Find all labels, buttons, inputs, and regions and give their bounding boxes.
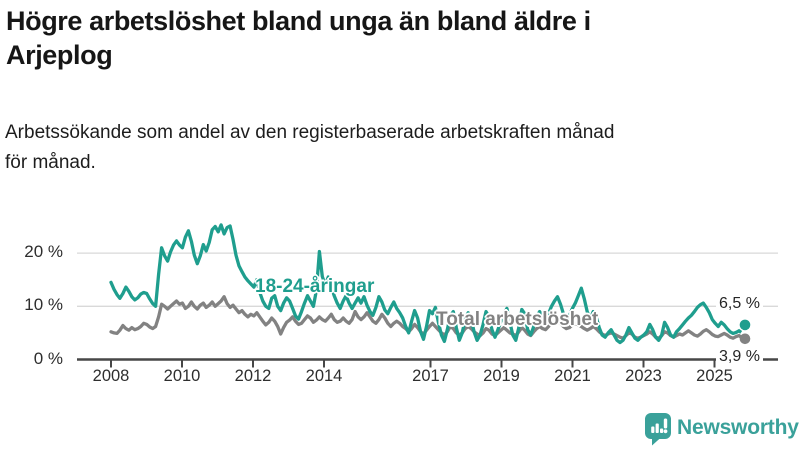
bar-chart-icon: [655, 423, 659, 433]
bar-chart-icon: [660, 428, 664, 433]
series-line: [109, 223, 738, 345]
title-line-1: Högre arbetslöshet bland unga än bland ä…: [6, 6, 591, 36]
exclamation-icon: [663, 418, 668, 429]
bar-chart-icon: [651, 426, 655, 433]
subtitle-line-2: för månad.: [5, 152, 96, 173]
series-label-youth: 18-24-åringar: [255, 276, 375, 297]
exclamation-dot-icon: [663, 429, 668, 434]
subtitle-line-1: Arbetssökande som andel av den registerb…: [5, 122, 615, 143]
series-end-dot: [739, 333, 751, 345]
end-value-label-youth: 6,5 %: [716, 295, 763, 313]
title-line-2: Arjeplog: [6, 40, 113, 70]
end-value-label-total: 3,9 %: [716, 348, 763, 366]
chart-subtitle: Arbetssökande som andel av den registerb…: [5, 118, 793, 178]
series-label-total: Total arbetslöshet: [436, 309, 599, 330]
brand-name: Newsworthy: [677, 416, 799, 439]
newsworthy-logo: [645, 413, 671, 446]
page-title: Högre arbetslöshet bland unga än bland ä…: [6, 4, 794, 72]
logo-bubble-tail: [652, 437, 662, 446]
series-end-dot: [739, 319, 751, 331]
